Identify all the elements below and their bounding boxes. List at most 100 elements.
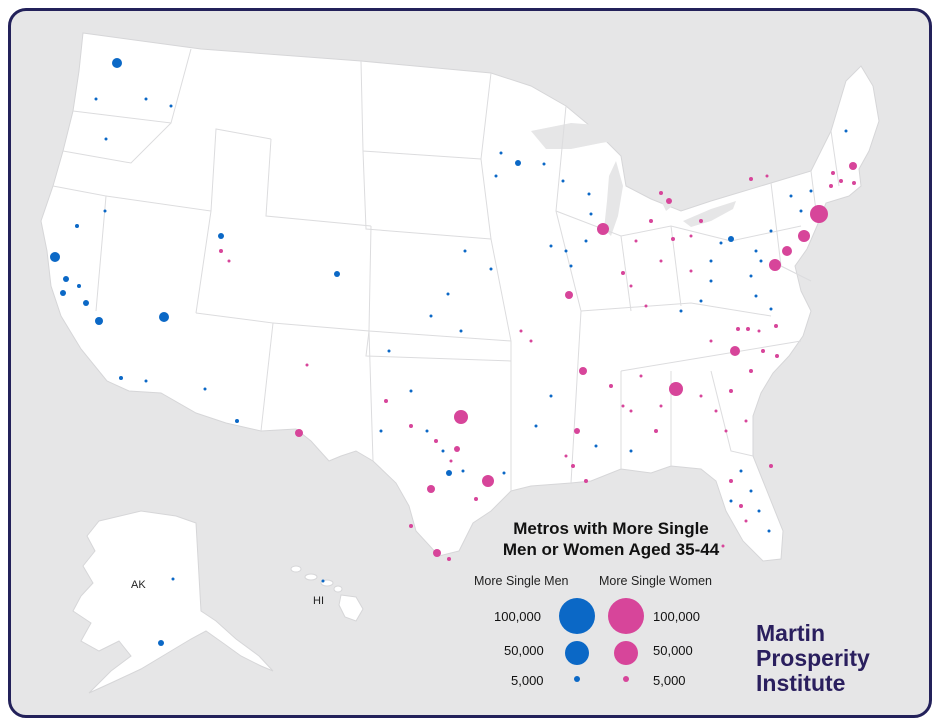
metro-bubble-men-64 xyxy=(629,449,633,453)
metro-bubble-men-20 xyxy=(515,160,521,166)
metro-bubble-women-102 xyxy=(584,479,588,483)
us-map xyxy=(40,32,880,694)
metro-bubble-women-115 xyxy=(749,369,753,373)
legend-men-bubble-large xyxy=(559,598,595,634)
metro-bubble-women-106 xyxy=(629,409,633,413)
metro-bubble-women-91 xyxy=(621,271,625,275)
metro-bubble-men-16 xyxy=(119,376,123,380)
legend-women-label-large: 100,000 xyxy=(653,609,700,624)
metro-bubble-men-71 xyxy=(321,579,325,583)
metro-bubble-women-83 xyxy=(597,223,609,235)
alaska-label: AK xyxy=(131,579,146,591)
alaska-land xyxy=(72,510,274,694)
metro-bubble-women-94 xyxy=(659,259,663,263)
legend-women-label-medium: 50,000 xyxy=(653,643,693,658)
metro-bubble-men-26 xyxy=(589,212,593,216)
legend-men-label-small: 5,000 xyxy=(511,673,544,688)
brand-line2: Prosperity xyxy=(756,645,870,671)
metro-bubble-women-100 xyxy=(571,464,575,468)
metro-bubble-women-75 xyxy=(769,259,781,271)
metro-bubble-men-59 xyxy=(739,469,743,473)
metro-bubble-women-131 xyxy=(384,399,388,403)
metro-bubble-men-66 xyxy=(549,394,553,398)
metro-bubble-women-116 xyxy=(729,389,733,393)
metro-bubble-men-46 xyxy=(754,249,758,253)
metro-bubble-women-90 xyxy=(634,239,638,243)
metro-bubble-men-30 xyxy=(549,244,553,248)
metro-bubble-men-58 xyxy=(754,294,758,298)
legend-women-bubble-medium xyxy=(614,641,638,665)
legend-men-label-large: 100,000 xyxy=(494,609,541,624)
metro-bubble-men-32 xyxy=(463,249,467,253)
metro-bubble-women-119 xyxy=(744,419,748,423)
metro-bubble-men-65 xyxy=(594,444,598,448)
contiguous-us-land xyxy=(40,32,880,562)
lake-erie xyxy=(683,201,736,227)
metro-bubble-men-53 xyxy=(709,259,713,263)
metro-bubble-men-21 xyxy=(499,151,503,155)
metro-bubble-women-72 xyxy=(810,205,828,223)
metro-bubble-men-11 xyxy=(75,224,79,228)
brand-logo: Martin Prosperity Institute xyxy=(756,621,870,696)
metro-bubble-women-82 xyxy=(765,174,769,178)
metro-bubble-men-1 xyxy=(94,97,98,101)
metro-bubble-men-35 xyxy=(459,329,463,333)
metro-bubble-men-36 xyxy=(446,470,452,476)
metro-bubble-women-132 xyxy=(409,524,413,528)
metro-bubble-women-110 xyxy=(746,327,750,331)
map-title-line2: Men or Women Aged 35-44 xyxy=(502,540,720,559)
metro-bubble-women-80 xyxy=(829,184,833,188)
metro-bubble-women-87 xyxy=(671,237,675,241)
map-title: Metros with More Single Men or Women Age… xyxy=(481,518,741,560)
metro-bubble-men-63 xyxy=(729,499,733,503)
metro-bubble-women-109 xyxy=(736,327,740,331)
metro-bubble-men-40 xyxy=(387,349,391,353)
metro-bubble-men-19 xyxy=(235,419,239,423)
metro-bubble-men-22 xyxy=(494,174,498,178)
legend-women-label-small: 5,000 xyxy=(653,673,686,688)
map-title-line1: Metros with More Single xyxy=(513,519,709,538)
metro-bubble-women-79 xyxy=(852,181,856,185)
metro-bubble-men-61 xyxy=(757,509,761,513)
metro-bubble-women-126 xyxy=(482,475,494,487)
metro-bubble-women-96 xyxy=(709,339,713,343)
legend-women-bubble-large xyxy=(608,598,644,634)
metro-bubble-women-142 xyxy=(769,464,773,468)
metro-bubble-men-50 xyxy=(789,194,793,198)
metro-bubble-women-98 xyxy=(579,367,587,375)
metro-bubble-men-51 xyxy=(799,209,803,213)
legend-women-heading: More Single Women xyxy=(599,574,713,588)
metro-bubble-women-117 xyxy=(714,409,718,413)
metro-bubble-women-138 xyxy=(227,259,231,263)
metro-bubble-women-86 xyxy=(699,219,703,223)
metro-bubble-men-67 xyxy=(534,424,538,428)
metro-bubble-women-128 xyxy=(427,485,435,493)
metro-bubble-men-10 xyxy=(95,317,103,325)
metro-bubble-women-112 xyxy=(774,324,778,328)
metro-bubble-women-103 xyxy=(609,384,613,388)
metro-bubble-women-107 xyxy=(621,404,625,408)
metro-bubble-women-133 xyxy=(433,549,441,557)
metro-bubble-men-49 xyxy=(769,229,773,233)
metro-bubble-women-108 xyxy=(730,346,740,356)
brand-line1: Martin xyxy=(756,620,825,646)
metro-bubble-men-12 xyxy=(103,209,107,213)
metro-bubble-women-144 xyxy=(519,329,523,333)
metro-bubble-men-2 xyxy=(104,137,108,141)
metro-bubble-men-5 xyxy=(50,252,60,262)
metro-bubble-men-41 xyxy=(379,429,383,433)
metro-bubble-men-56 xyxy=(679,309,683,313)
metro-bubble-men-34 xyxy=(429,314,433,318)
metro-bubble-men-17 xyxy=(144,379,148,383)
metro-bubble-women-89 xyxy=(649,219,653,223)
metro-bubble-women-124 xyxy=(454,446,460,452)
map-frame: AK HI Metros with More Single Men or Wom… xyxy=(8,8,932,718)
metro-bubble-men-28 xyxy=(564,249,568,253)
metro-bubble-men-48 xyxy=(749,274,753,278)
metro-bubble-women-93 xyxy=(644,304,648,308)
metro-bubble-women-140 xyxy=(739,504,743,508)
metro-bubble-men-7 xyxy=(77,284,81,288)
metro-bubble-women-95 xyxy=(689,269,693,273)
metro-bubble-men-43 xyxy=(502,471,506,475)
metro-bubble-men-6 xyxy=(63,276,69,282)
